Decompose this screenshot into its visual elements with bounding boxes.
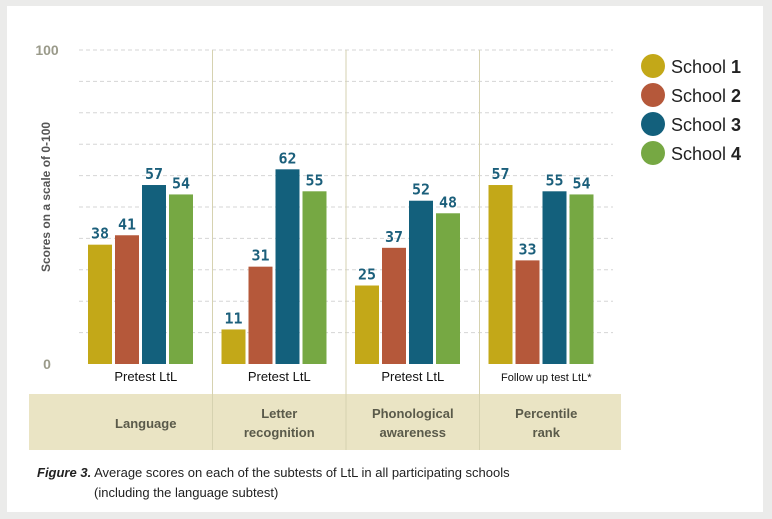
figure: 0 100 Scores on a scale of 0-100 38 41 57 54 Pr… xyxy=(7,6,763,512)
bar xyxy=(88,244,112,364)
bar xyxy=(436,213,460,364)
data-label: 25 xyxy=(358,266,376,284)
subtest-band xyxy=(29,394,621,450)
data-label: 41 xyxy=(118,215,136,233)
legend-label: School 2 xyxy=(671,86,741,106)
legend-label-prefix: School xyxy=(671,86,731,106)
caption-text-line2: (including the language subtest) xyxy=(94,485,279,500)
data-label: 52 xyxy=(412,181,430,199)
legend-swatch xyxy=(641,112,665,136)
legend-label: School 3 xyxy=(671,115,741,135)
data-label: 57 xyxy=(145,165,163,183)
bar xyxy=(248,266,273,364)
bar xyxy=(275,169,300,364)
bar xyxy=(169,194,193,364)
bar xyxy=(142,185,166,364)
bar xyxy=(382,247,406,364)
y-axis-title: Scores on a scale of 0-100 xyxy=(39,122,53,272)
bar xyxy=(409,200,433,364)
subtest-label: Letter xyxy=(261,406,297,421)
legend-label-prefix: School xyxy=(671,144,731,164)
data-label: 38 xyxy=(91,225,109,243)
data-label: 54 xyxy=(172,174,190,192)
subtest-label: Language xyxy=(115,416,176,431)
bar xyxy=(515,260,540,364)
legend-swatch xyxy=(641,54,665,78)
data-label: 55 xyxy=(545,171,563,189)
subtest-label: Phonological xyxy=(372,406,454,421)
subtest-label: Percentile xyxy=(515,406,577,421)
caption-text-line1: Average scores on each of the subtests o… xyxy=(94,465,510,480)
data-label: 11 xyxy=(224,309,242,327)
bar xyxy=(569,194,594,364)
legend-label-number: 3 xyxy=(731,115,741,135)
bar xyxy=(115,235,139,364)
subtest-label: awareness xyxy=(380,425,447,440)
data-label: 57 xyxy=(491,165,509,183)
legend-label-prefix: School xyxy=(671,115,731,135)
legend-label: School 1 xyxy=(671,57,741,77)
legend-label-number: 2 xyxy=(731,86,741,106)
bar xyxy=(302,191,327,364)
y-tick-label: 100 xyxy=(35,42,59,58)
legend-label-prefix: School xyxy=(671,57,731,77)
subtest-label: recognition xyxy=(244,425,315,440)
data-label: 48 xyxy=(439,193,457,211)
legend-label-number: 4 xyxy=(731,144,741,164)
test-label: Pretest LtL xyxy=(248,369,311,384)
test-label: Follow up test LtL* xyxy=(501,372,592,384)
data-label: 37 xyxy=(385,228,403,246)
legend-swatch xyxy=(641,83,665,107)
legend-swatch xyxy=(641,141,665,165)
subtest-label: rank xyxy=(533,425,561,440)
bar xyxy=(355,285,379,364)
data-label: 31 xyxy=(251,247,269,265)
data-label: 33 xyxy=(518,240,536,258)
test-label: Pretest LtL xyxy=(381,369,444,384)
test-label: Pretest LtL xyxy=(114,369,177,384)
bar xyxy=(488,185,513,364)
bar xyxy=(221,329,246,364)
legend-label-number: 1 xyxy=(731,57,741,77)
data-label: 62 xyxy=(278,149,296,167)
y-tick-label: 0 xyxy=(43,356,51,372)
legend-label: School 4 xyxy=(671,144,741,164)
figure-caption: Figure 3. Average scores on each of the … xyxy=(37,463,737,503)
data-label: 54 xyxy=(572,174,590,192)
caption-label: Figure 3. xyxy=(37,465,92,480)
bar xyxy=(542,191,567,364)
data-label: 55 xyxy=(305,171,323,189)
